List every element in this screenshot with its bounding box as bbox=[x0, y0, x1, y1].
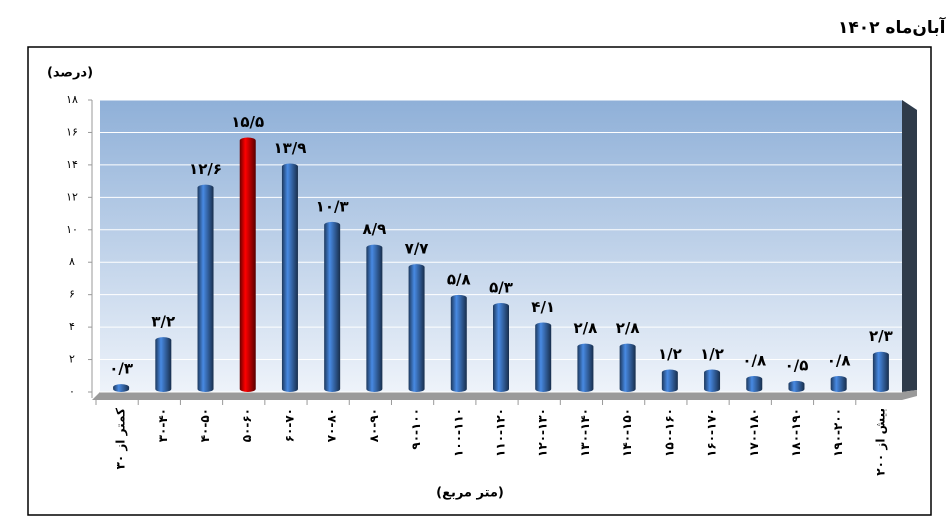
bar bbox=[408, 264, 425, 392]
x-tick-label: ۳۰-۴۰ bbox=[156, 408, 170, 442]
value-label: ۲/۸ bbox=[616, 319, 640, 337]
value-label: ۷/۷ bbox=[405, 240, 429, 258]
bar bbox=[113, 384, 130, 392]
bar bbox=[788, 380, 805, 392]
y-tick-label: ۴ bbox=[69, 320, 75, 333]
value-label: ۱۵/۵ bbox=[231, 113, 264, 131]
x-tick-label: ۶۰-۷۰ bbox=[282, 408, 296, 442]
value-label: ۰/۸ bbox=[742, 352, 766, 370]
plot-wall bbox=[100, 100, 917, 392]
y-tick-label: ۸ bbox=[69, 255, 75, 268]
value-label: ۸/۹ bbox=[362, 220, 386, 238]
bar bbox=[619, 343, 636, 392]
value-label: ۰/۳ bbox=[109, 360, 133, 378]
bar bbox=[493, 303, 509, 392]
bar bbox=[830, 376, 847, 392]
x-tick-label: ۱۰۰-۱۱۰ bbox=[451, 408, 465, 457]
bar bbox=[450, 294, 467, 392]
value-label: ۱۳/۹ bbox=[273, 139, 306, 157]
bar bbox=[704, 369, 721, 392]
y-tick-label: ۶ bbox=[69, 288, 75, 301]
bar bbox=[872, 351, 889, 392]
y-axis-label: (درصد) bbox=[47, 66, 93, 81]
value-label: ۰/۵ bbox=[785, 356, 809, 374]
y-tick-label: ۱۶ bbox=[66, 125, 78, 138]
side-wall bbox=[902, 100, 917, 392]
value-label: ۵/۳ bbox=[489, 279, 513, 297]
value-label: ۲/۸ bbox=[574, 319, 598, 337]
y-tick-label: ۱۴ bbox=[66, 158, 78, 171]
x-tick-label: ۱۶۰-۱۷۰ bbox=[705, 408, 719, 457]
x-tick-label: ۱۹۰-۲۰۰ bbox=[831, 408, 845, 457]
x-tick-label: ۴۰-۵۰ bbox=[198, 408, 212, 442]
x-tick-label: ۹۰-۱۰۰ bbox=[409, 408, 423, 450]
value-label: ۳/۲ bbox=[151, 313, 175, 331]
x-tick-label: ۵۰-۶۰ bbox=[240, 408, 254, 442]
x-tick-label: ۸۰-۹۰ bbox=[367, 408, 381, 442]
bar bbox=[197, 184, 214, 392]
x-tick-label: بیش از ۲۰۰ bbox=[873, 408, 887, 476]
value-label: ۱۰/۳ bbox=[316, 197, 349, 215]
x-tick-label: ۱۴۰-۱۵۰ bbox=[620, 408, 634, 457]
x-axis-label: (متر مربع) bbox=[436, 486, 504, 501]
x-tick-label: ۱۸۰-۱۹۰ bbox=[789, 408, 803, 457]
x-tick-label: کمتر از ۳۰ bbox=[114, 408, 128, 469]
x-tick-label: ۱۲۰-۱۳۰ bbox=[536, 408, 550, 457]
y-tick-label: ۱۸ bbox=[66, 93, 78, 106]
x-tick-label: ۱۳۰-۱۴۰ bbox=[578, 408, 592, 457]
value-label: ۲/۳ bbox=[869, 327, 893, 345]
x-tick-label: ۱۱۰-۱۲۰ bbox=[494, 408, 508, 457]
bar bbox=[155, 337, 172, 392]
bar bbox=[281, 163, 298, 392]
value-label: ۱۲/۶ bbox=[189, 160, 222, 178]
y-tick-label: ۱۲ bbox=[66, 190, 78, 203]
y-tick-label: ۱۰ bbox=[66, 223, 78, 236]
value-label: ۰/۸ bbox=[827, 352, 851, 370]
value-label: ۵/۸ bbox=[447, 270, 471, 288]
y-tick-label: ۰ bbox=[69, 385, 75, 398]
bar bbox=[324, 221, 341, 392]
bar bbox=[746, 376, 763, 392]
bar bbox=[661, 369, 678, 392]
bar bbox=[366, 244, 383, 392]
value-label: ۴/۱ bbox=[531, 298, 555, 316]
value-label: ۱/۲ bbox=[700, 345, 724, 363]
bar bbox=[239, 137, 256, 392]
bar bbox=[577, 343, 594, 392]
chart-title: نمودار ۳- توزیع فراوانی تعداد واحدهای مس… bbox=[838, 16, 947, 38]
frame bbox=[27, 46, 932, 516]
bar bbox=[535, 322, 552, 392]
value-label: ۱/۲ bbox=[658, 345, 682, 363]
x-tick-label: ۷۰-۸۰ bbox=[325, 408, 339, 442]
x-tick-label: ۱۵۰-۱۶۰ bbox=[662, 408, 676, 457]
y-tick-label: ۲ bbox=[69, 353, 75, 366]
x-tick-label: ۱۷۰-۱۸۰ bbox=[747, 408, 761, 457]
